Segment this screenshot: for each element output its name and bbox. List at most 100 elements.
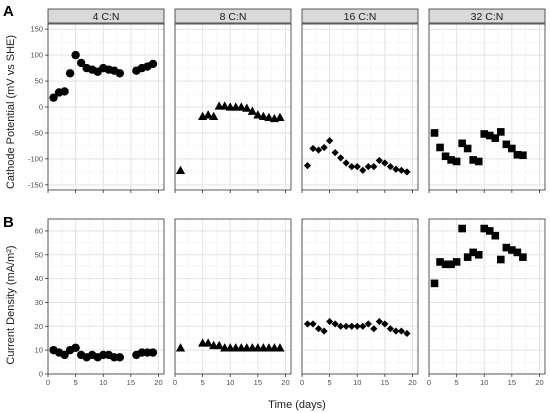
data-point-square (480, 130, 489, 138)
data-point-diamond (337, 154, 345, 162)
x-tick-label: 0 (46, 378, 50, 387)
x-tick-label: 20 (154, 378, 162, 387)
data-point-diamond (303, 162, 312, 170)
panel-border-a-4 (428, 23, 546, 191)
y-tick-label: 0 (39, 370, 43, 379)
data-point-circle (71, 50, 80, 60)
data-point-square (447, 156, 455, 164)
data-point-triangle (275, 112, 285, 122)
panel-letter-a: A (3, 3, 14, 20)
data-point-diamond (326, 317, 334, 326)
data-point-diamond (331, 320, 339, 328)
data-point-circle (65, 69, 75, 78)
data-point-square (513, 248, 522, 257)
x-tick-label: 10 (353, 378, 361, 387)
data-point-square (441, 260, 450, 269)
data-point-triangle (220, 101, 230, 110)
data-point-diamond (320, 327, 328, 335)
panel-letter-b: B (3, 214, 14, 231)
data-point-diamond (381, 159, 389, 167)
data-point-diamond (386, 163, 394, 171)
data-point-square (441, 152, 450, 161)
data-point-diamond (370, 163, 378, 171)
data-point-triangle (175, 165, 186, 174)
facet-title-1: 4 C:N (93, 11, 120, 23)
data-point-square (485, 227, 494, 235)
data-point-diamond (309, 320, 317, 328)
data-point-square (463, 144, 472, 153)
y-tick-label: -150 (28, 180, 43, 189)
data-point-diamond (326, 137, 334, 145)
data-point-square (497, 128, 505, 136)
x-tick-label: 15 (381, 378, 389, 387)
data-point-triangle (275, 343, 285, 352)
data-point-circle (60, 87, 69, 96)
x-tick-label: 10 (480, 378, 488, 387)
y-tick-label: 30 (35, 298, 43, 307)
data-point-diamond (348, 163, 356, 171)
facet-title-2: 8 C:N (220, 11, 247, 23)
data-point-square (491, 231, 500, 240)
y-tick-label: 10 (35, 346, 43, 355)
data-point-diamond (392, 165, 400, 173)
data-point-circle (71, 343, 80, 352)
data-point-square (452, 157, 461, 166)
data-point-diamond (320, 143, 328, 152)
data-point-square (508, 246, 516, 254)
plot-area-b-3 (302, 219, 418, 374)
panel-border-b-1 (47, 218, 165, 375)
facet-strips: 4 C:N 8 C:N 16 C:N 32 C:N (47, 8, 546, 24)
x-tick-label: 0 (173, 378, 177, 387)
data-point-circle (60, 350, 69, 360)
data-point-diamond (386, 325, 394, 333)
data-point-diamond (353, 322, 361, 330)
x-tick-label: 20 (408, 378, 416, 387)
data-point-diamond (397, 327, 406, 335)
x-tick-label: 5 (201, 378, 205, 387)
data-point-diamond (375, 156, 383, 165)
data-point-triangle (247, 106, 257, 115)
data-point-square (480, 224, 489, 233)
data-point-triangle (203, 338, 213, 347)
panel-border-a-3 (301, 23, 419, 191)
data-points (49, 50, 527, 362)
y-tick-label: -50 (32, 128, 43, 137)
y-tick-label: 0 (39, 103, 43, 112)
x-tick-label: 10 (226, 378, 234, 387)
x-tick-label: 20 (281, 378, 289, 387)
data-point-diamond (364, 163, 372, 171)
data-point-triangle (258, 111, 268, 121)
x-tick-label: 5 (328, 378, 332, 387)
data-point-triangle (203, 110, 213, 119)
facet-strip-1 (47, 8, 165, 24)
data-point-diamond (303, 320, 312, 328)
data-point-square (485, 131, 494, 140)
x-tick-label: 0 (300, 378, 304, 387)
data-point-diamond (342, 322, 350, 330)
data-point-diamond (359, 166, 367, 174)
data-point-square (430, 279, 439, 288)
data-point-square (469, 248, 477, 257)
data-point-diamond (403, 168, 411, 176)
data-point-triangle (175, 343, 186, 352)
data-point-triangle (214, 340, 224, 350)
data-point-diamond (348, 322, 356, 330)
data-point-square (458, 139, 466, 148)
data-point-diamond (337, 322, 345, 330)
data-point-diamond (403, 329, 411, 338)
y-tick-label: 100 (30, 51, 43, 60)
data-point-diamond (397, 166, 406, 174)
data-point-square (463, 253, 472, 261)
data-point-square (502, 243, 511, 252)
y-axis-title-panel-b: Current Density (mA/m²) (5, 245, 17, 364)
data-point-square (502, 140, 511, 149)
data-point-square (491, 134, 500, 142)
x-tick-label: 0 (427, 378, 431, 387)
data-point-square (474, 250, 483, 259)
data-point-diamond (314, 325, 323, 333)
data-point-square (436, 143, 444, 152)
data-point-square (469, 156, 477, 164)
y-tick-label: 50 (35, 77, 43, 86)
